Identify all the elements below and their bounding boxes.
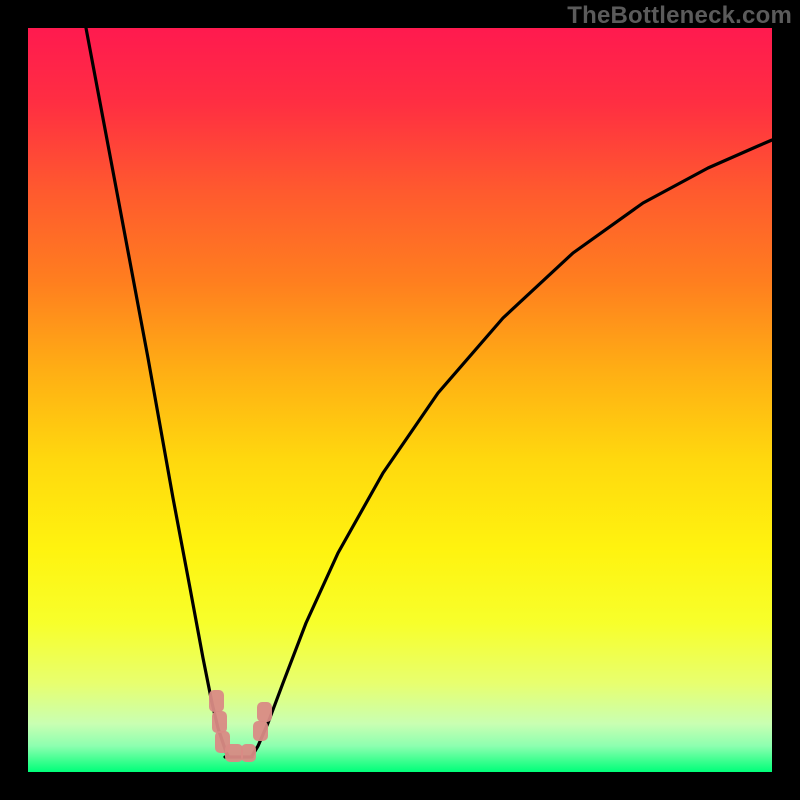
plot-background	[28, 28, 772, 772]
bottleneck-chart	[0, 0, 800, 800]
watermark-text: TheBottleneck.com	[567, 2, 792, 30]
marker-point	[212, 711, 227, 733]
marker-point	[253, 721, 268, 741]
marker-point	[257, 702, 272, 722]
marker-point	[209, 690, 224, 712]
marker-point	[241, 744, 256, 762]
marker-point	[225, 744, 243, 762]
frame-border-bottom	[0, 772, 800, 800]
frame-border-right	[772, 0, 800, 800]
frame-border-left	[0, 0, 28, 800]
